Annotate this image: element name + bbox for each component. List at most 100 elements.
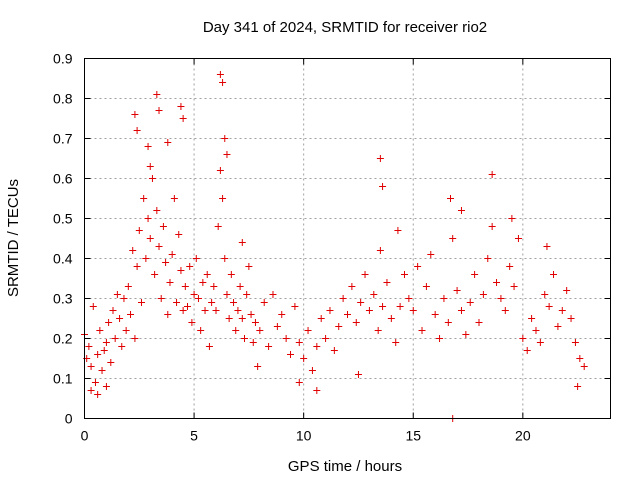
data-point (449, 235, 457, 242)
data-point (295, 379, 303, 386)
data-point (170, 195, 178, 202)
data-point (571, 339, 579, 346)
data-point (523, 347, 531, 354)
data-point (508, 215, 516, 222)
data-point (260, 299, 268, 306)
data-point (197, 327, 205, 334)
data-point (113, 291, 121, 298)
data-point (96, 327, 104, 334)
y-tick-label: 0.5 (53, 211, 73, 227)
data-point (225, 315, 233, 322)
data-point (102, 339, 110, 346)
data-point (173, 299, 181, 306)
data-point (247, 311, 255, 318)
data-point (87, 363, 95, 370)
data-point (249, 339, 257, 346)
data-point (580, 363, 588, 370)
data-point (479, 291, 487, 298)
plot-frame (84, 58, 611, 419)
data-point (376, 155, 384, 162)
data-point (240, 335, 248, 342)
x-tick-label: 5 (190, 428, 198, 444)
data-point (370, 291, 378, 298)
data-point (348, 283, 356, 290)
data-point (567, 315, 575, 322)
data-point (361, 271, 369, 278)
data-point (179, 307, 187, 314)
data-point (107, 359, 115, 366)
data-point (554, 323, 562, 330)
data-point (563, 287, 571, 294)
data-point (227, 271, 235, 278)
data-point (431, 311, 439, 318)
y-tick-label: 0 (65, 411, 73, 427)
data-point (142, 255, 150, 262)
data-point (219, 79, 227, 86)
data-point (232, 327, 240, 334)
data-point (440, 295, 448, 302)
data-point (199, 279, 207, 286)
x-tick-label: 20 (515, 428, 531, 444)
data-point (205, 343, 213, 350)
data-point (422, 283, 430, 290)
y-tick-label: 0.6 (53, 171, 73, 187)
data-point (219, 195, 227, 202)
data-point (510, 283, 518, 290)
data-point (457, 207, 465, 214)
data-point (287, 351, 295, 358)
data-point (519, 335, 527, 342)
data-point (133, 127, 141, 134)
data-point (471, 271, 479, 278)
data-point (216, 71, 224, 78)
data-point (236, 283, 244, 290)
data-point (453, 287, 461, 294)
data-point (85, 343, 93, 350)
y-tick-label: 0.8 (53, 91, 73, 107)
data-point (179, 115, 187, 122)
data-point (269, 291, 277, 298)
data-point (194, 295, 202, 302)
data-point (203, 271, 211, 278)
data-point (447, 195, 455, 202)
data-point (308, 367, 316, 374)
data-point (273, 323, 281, 330)
data-point (484, 255, 492, 262)
data-point (166, 279, 174, 286)
data-point (137, 299, 145, 306)
data-point (335, 323, 343, 330)
data-point (153, 207, 161, 214)
data-point (146, 235, 154, 242)
data-point (291, 303, 299, 310)
data-point (186, 263, 194, 270)
data-point (326, 307, 334, 314)
data-point (514, 235, 522, 242)
data-point (254, 363, 262, 370)
data-point (91, 379, 99, 386)
data-point (304, 327, 312, 334)
data-point (501, 307, 509, 314)
data-point (127, 311, 135, 318)
data-point (545, 303, 553, 310)
data-point (313, 387, 321, 394)
data-point (243, 291, 251, 298)
data-point (265, 343, 273, 350)
data-point (475, 319, 483, 326)
data-point (87, 387, 95, 394)
data-point (394, 227, 402, 234)
data-point (558, 307, 566, 314)
data-point (405, 295, 413, 302)
data-point (313, 343, 321, 350)
data-point (153, 91, 161, 98)
data-point (118, 343, 126, 350)
data-point (344, 311, 351, 318)
data-points (81, 71, 588, 422)
x-tick-label: 15 (405, 428, 421, 444)
data-point (102, 383, 110, 390)
data-point (488, 223, 496, 230)
data-point (131, 335, 139, 342)
data-point (168, 251, 176, 258)
data-point (295, 339, 303, 346)
data-point (155, 243, 163, 250)
y-tick-label: 0.9 (53, 51, 73, 67)
data-point (282, 335, 290, 342)
